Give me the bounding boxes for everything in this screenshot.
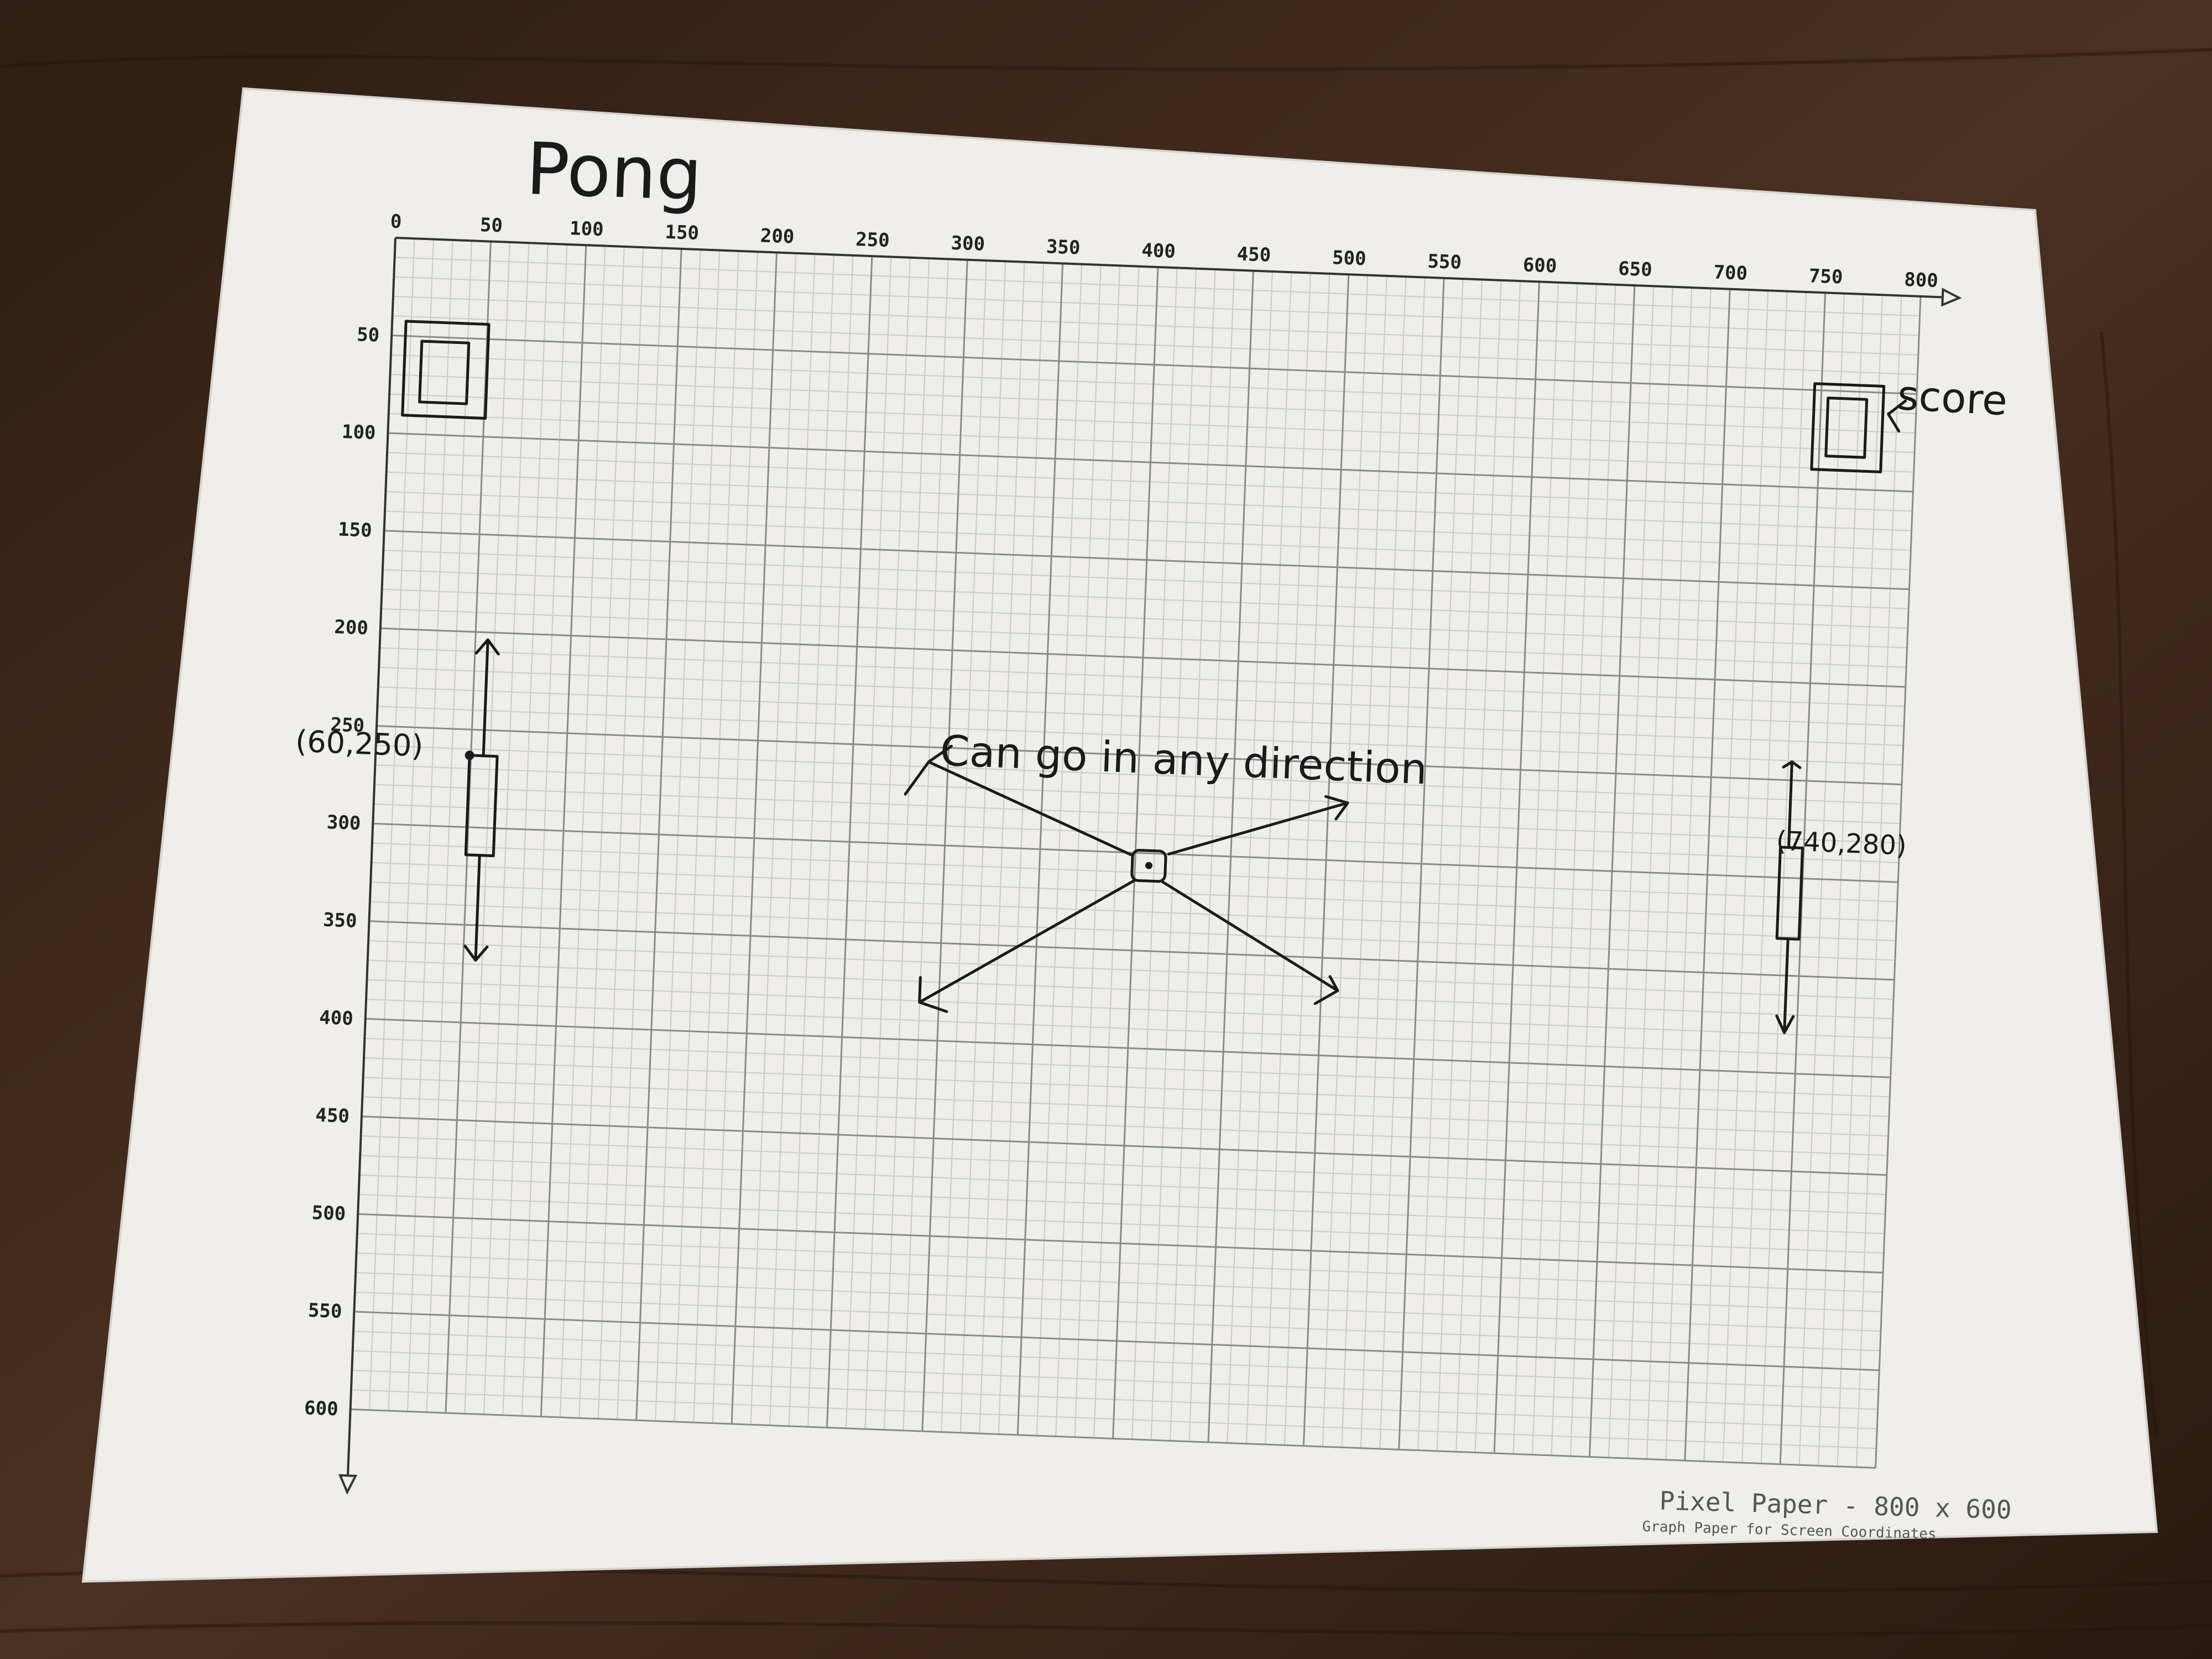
x-axis-tick-label: 150: [665, 221, 700, 244]
x-axis-tick-label: 100: [569, 217, 604, 241]
y-axis-labels: 50 100 150 200 250 300 350 400 450 500 550 600: [304, 324, 380, 1420]
x-axis-tick-label: 500: [1332, 247, 1366, 270]
x-axis: [395, 237, 1943, 299]
ball-arrow-down-right: [1160, 880, 1339, 1005]
x-axis-tick-label: 0: [390, 211, 402, 233]
x-axis-tick-label: 700: [1713, 262, 1748, 285]
major-gridline-h: [388, 432, 1913, 493]
right-score-box-outer: [1810, 382, 1886, 473]
y-axis-tick-label: 100: [341, 421, 376, 444]
ball-arrow-up-left: [904, 744, 1134, 857]
x-axis-tick-label: 400: [1141, 239, 1176, 263]
y-axis-tick-label: 200: [334, 616, 369, 639]
x-axis-tick-label: 450: [1237, 243, 1271, 266]
ball-arrow-down-left: [918, 879, 1136, 1013]
left-paddle-down-arrow: [463, 854, 489, 962]
right-score-box-inner: [1824, 397, 1869, 459]
y-axis-tick-label: 450: [315, 1104, 350, 1128]
x-axis-tick-label: 650: [1618, 258, 1653, 281]
major-gridline-h: [377, 725, 1902, 786]
x-axis-tick-label: 600: [1522, 254, 1557, 277]
y-axis-tick-label: 50: [357, 324, 380, 347]
y-axis-tick-label: 150: [337, 518, 372, 541]
major-gridline-h: [392, 335, 1917, 395]
y-axis-tick-label: 500: [311, 1202, 346, 1225]
page-title: Pong: [525, 127, 703, 217]
y-axis-tick-label: 350: [322, 909, 357, 932]
x-axis-labels: 0 50 100 150 200 250 300 350 400 450 500 550 600 650 7…: [390, 211, 1938, 292]
ball: [1130, 848, 1167, 883]
score-label: score: [1896, 372, 2008, 425]
right-paddle-down-arrow: [1775, 937, 1795, 1034]
left-paddle-up-arrow: [474, 638, 500, 758]
x-axis-tick-label: 350: [1046, 236, 1081, 259]
x-axis-tick-label: 250: [855, 228, 890, 252]
left-paddle-coordinate-label: (60,250): [295, 724, 424, 764]
y-axis-tick-label: 550: [307, 1300, 342, 1323]
right-paddle-coordinate-label: (740,280): [1776, 826, 1907, 862]
y-axis-arrow: [338, 1474, 358, 1495]
left-score-box-inner: [418, 340, 471, 405]
major-gridline-h: [354, 1311, 1880, 1371]
y-axis: [347, 237, 397, 1476]
major-gridline-h: [350, 1408, 1876, 1469]
y-axis-tick-label: 250: [330, 713, 365, 737]
major-gridline-h: [358, 1213, 1884, 1274]
pen-drawing: [401, 320, 1907, 1034]
x-axis-tick-label: 50: [479, 214, 503, 237]
major-gridline-h: [380, 627, 1906, 688]
x-axis-arrow: [1941, 288, 1962, 307]
graph-grid: 0 50 100 150 200 250 300 350 400 450 500 550 600 650 7…: [295, 211, 1962, 1495]
left-paddle-anchor: [465, 750, 474, 760]
x-axis-tick-label: 750: [1808, 265, 1843, 288]
major-gridline-h: [384, 530, 1910, 591]
x-axis-tick-label: 550: [1427, 251, 1462, 274]
x-axis-tick-label: 200: [760, 225, 795, 248]
y-axis-tick-label: 300: [326, 811, 361, 834]
major-gridline-h: [369, 920, 1895, 981]
x-axis-tick-label: 800: [1904, 269, 1939, 292]
x-axis-tick-label: 300: [951, 232, 985, 255]
right-paddle-up-arrow: [1782, 760, 1802, 849]
score-pointer: [1887, 399, 1907, 433]
major-gridline-h: [365, 1018, 1891, 1078]
ball-center: [1145, 862, 1152, 869]
left-score-box-outer: [401, 320, 491, 420]
y-axis-tick-label: 600: [304, 1397, 338, 1420]
major-gridline-h: [361, 1115, 1887, 1176]
y-axis-tick-label: 400: [319, 1006, 354, 1030]
ball-arrow-up-right: [1167, 795, 1349, 855]
